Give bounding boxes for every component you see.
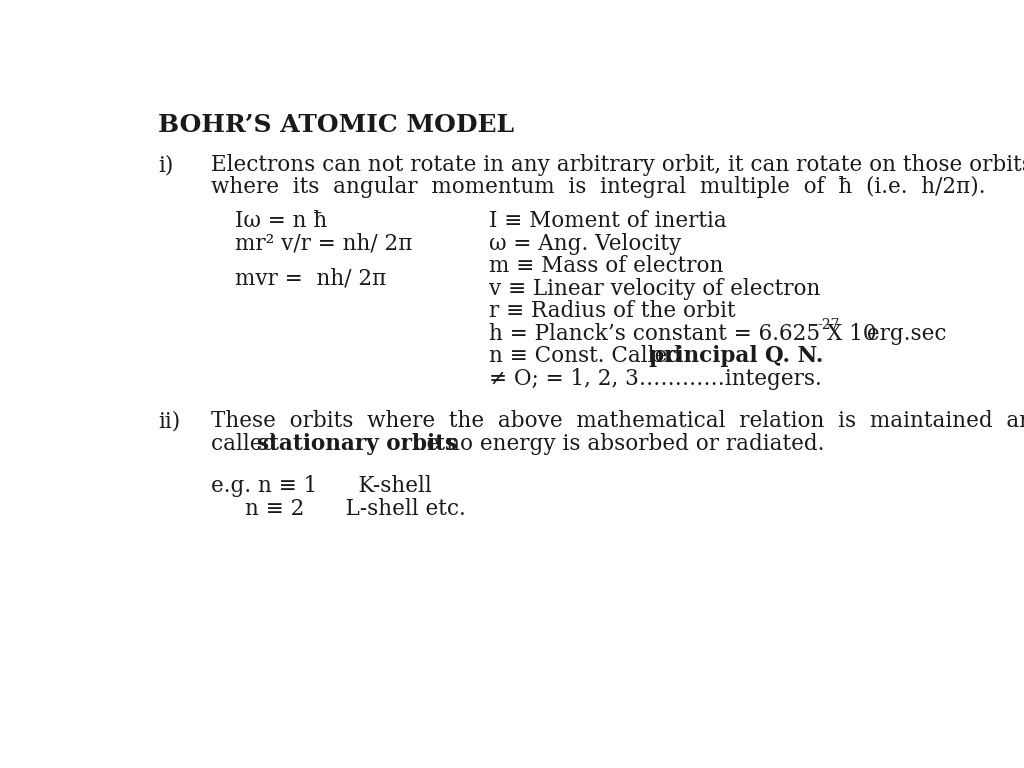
Text: -27: -27: [817, 318, 840, 332]
Text: v ≡ Linear velocity of electron: v ≡ Linear velocity of electron: [489, 278, 820, 300]
Text: mr² v/r = nh/ 2π: mr² v/r = nh/ 2π: [236, 233, 413, 255]
Text: where  its  angular  momentum  is  integral  multiple  of  ħ  (i.e.  h/2π).: where its angular momentum is integral m…: [211, 176, 986, 198]
Text: n ≡ 2      L-shell etc.: n ≡ 2 L-shell etc.: [246, 498, 466, 520]
Text: ω = Ang. Velocity: ω = Ang. Velocity: [489, 233, 681, 255]
Text: e.g. n ≡ 1      K-shell: e.g. n ≡ 1 K-shell: [211, 475, 432, 498]
Text: Iω = n ħ: Iω = n ħ: [236, 210, 328, 233]
Text: r ≡ Radius of the orbit: r ≡ Radius of the orbit: [489, 300, 735, 323]
Text: n ≡ Const. Called: n ≡ Const. Called: [489, 346, 688, 367]
Text: These  orbits  where  the  above  mathematical  relation  is  maintained  are: These orbits where the above mathematica…: [211, 410, 1024, 432]
Text: ≠ O; = 1, 2, 3…………integers.: ≠ O; = 1, 2, 3…………integers.: [489, 368, 822, 389]
Text: principal Q. N.: principal Q. N.: [648, 346, 823, 367]
Text: erg.sec: erg.sec: [860, 323, 946, 345]
Text: I ≡ Moment of inertia: I ≡ Moment of inertia: [489, 210, 727, 233]
Text: i): i): [158, 154, 173, 176]
Text: stationary orbits: stationary orbits: [257, 433, 458, 455]
Text: i.e no energy is absorbed or radiated.: i.e no energy is absorbed or radiated.: [406, 433, 824, 455]
Text: Electrons can not rotate in any arbitrary orbit, it can rotate on those orbits: Electrons can not rotate in any arbitrar…: [211, 154, 1024, 176]
Text: m ≡ Mass of electron: m ≡ Mass of electron: [489, 256, 724, 277]
Text: BOHR’S ATOMIC MODEL: BOHR’S ATOMIC MODEL: [158, 113, 514, 137]
Text: mvr =  nh/ 2π: mvr = nh/ 2π: [236, 267, 386, 290]
Text: ii): ii): [158, 410, 180, 432]
Text: called: called: [211, 433, 284, 455]
Text: h = Planck’s constant = 6.625 X 10: h = Planck’s constant = 6.625 X 10: [489, 323, 877, 345]
